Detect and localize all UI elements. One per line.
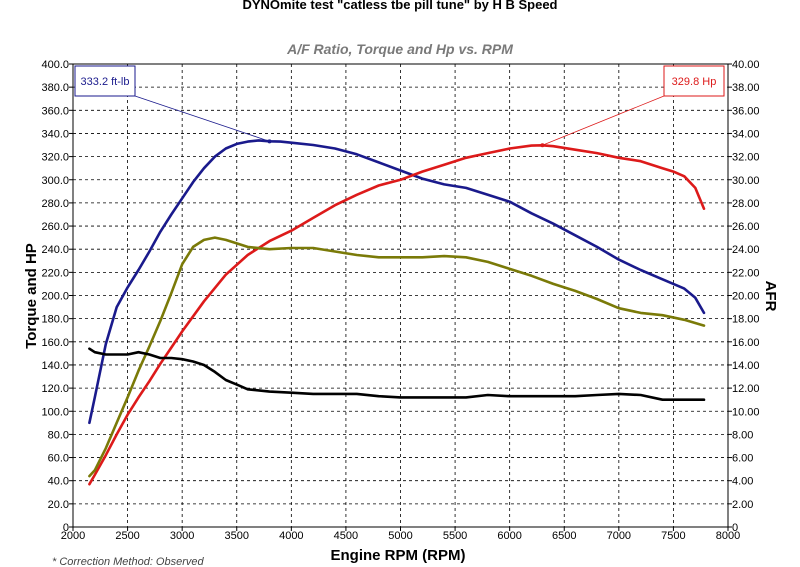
y-tick-label: 280.0 — [41, 198, 69, 210]
y2-tick-label: 16.00 — [732, 337, 760, 349]
axis-ticks: 2000 2500 3000 3500 4000 4500 5000 5500 6000 6500… — [41, 59, 759, 542]
y-tick-label: 400.0 — [41, 59, 69, 71]
y2-tick-label: 40.00 — [732, 59, 760, 71]
y-tick-label: 240.0 — [41, 244, 69, 256]
y2-tick-label: 6.00 — [732, 453, 753, 465]
annotation-label: 333.2 ft-lb — [81, 76, 130, 88]
y2-tick-label: 20.00 — [732, 291, 760, 303]
chart-subtitle: A/F Ratio, Torque and Hp vs. RPM — [286, 41, 513, 57]
y2-tick-label: 14.00 — [732, 360, 760, 372]
y2-tick-label: 8.00 — [732, 429, 753, 441]
x-tick-label: 2000 — [61, 530, 85, 542]
annotation-label: 329.8 Hp — [672, 76, 717, 88]
gridlines — [73, 64, 728, 527]
y-tick-label: 260.0 — [41, 221, 69, 233]
x-tick-label: 5500 — [443, 530, 467, 542]
y-tick-label: 120.0 — [41, 383, 69, 395]
y2-tick-label: 38.00 — [732, 82, 760, 94]
y-tick-label: 40.0 — [48, 476, 69, 488]
annotation-leader-line — [134, 95, 270, 142]
y2-tick-label: 26.00 — [732, 221, 760, 233]
y-tick-label: 180.0 — [41, 314, 69, 326]
x-tick-label: 7500 — [661, 530, 685, 542]
annotation-box — [74, 65, 136, 97]
y-tick-label: 140.0 — [41, 360, 69, 372]
y2-tick-label: 12.00 — [732, 383, 760, 395]
correction-footnote: * Correction Method: Observed — [52, 556, 205, 567]
x-tick-label: 8000 — [716, 530, 740, 542]
y-tick-label: 300.0 — [41, 175, 69, 187]
y-tick-label: 220.0 — [41, 267, 69, 279]
y2-tick-label: 10.00 — [732, 406, 760, 418]
annotation-peak-marker — [540, 143, 545, 148]
afr-series-line-olive — [88, 236, 706, 478]
y2-tick-label: 24.00 — [732, 244, 760, 256]
x-tick-label: 6000 — [497, 530, 521, 542]
y2-tick-label: 34.00 — [732, 128, 760, 140]
x-tick-label: 4500 — [334, 530, 358, 542]
x-tick-label: 6500 — [552, 530, 576, 542]
y2-tick-label: 22.00 — [732, 267, 760, 279]
y-tick-label: 20.0 — [48, 499, 69, 511]
horsepower-series-line — [88, 144, 706, 486]
series-layer — [88, 139, 706, 486]
y-tick-label: 0 — [63, 522, 69, 534]
afr-series-line-black — [88, 347, 706, 402]
x-tick-label: 7000 — [607, 530, 631, 542]
y-tick-label: 100.0 — [41, 406, 69, 418]
y-axis-label: Torque and HP — [23, 243, 40, 349]
y2-tick-label: 30.00 — [732, 175, 760, 187]
x-tick-label: 3500 — [225, 530, 249, 542]
y-tick-label: 320.0 — [41, 152, 69, 164]
x-axis-label: Engine RPM (RPM) — [331, 547, 466, 564]
y-tick-label: 60.0 — [48, 453, 69, 465]
y-tick-label: 160.0 — [41, 337, 69, 349]
y2-axis-label: AFR — [762, 281, 779, 312]
chart-title: DYNOmite test "catless tbe pill tune" by… — [242, 0, 557, 12]
y2-tick-label: 28.00 — [732, 198, 760, 210]
annotation-peak-marker — [267, 139, 272, 144]
y2-tick-label: 4.00 — [732, 476, 753, 488]
y-tick-label: 80.0 — [48, 429, 69, 441]
y-tick-label: 380.0 — [41, 82, 69, 94]
y2-tick-label: 32.00 — [732, 152, 760, 164]
x-tick-label: 2500 — [115, 530, 139, 542]
y2-tick-label: 18.00 — [732, 314, 760, 326]
y-tick-label: 200.0 — [41, 291, 69, 303]
y2-tick-label: 2.00 — [732, 499, 753, 511]
x-tick-label: 3000 — [170, 530, 194, 542]
y2-tick-label: 0 — [732, 522, 738, 534]
torque-series-line — [88, 139, 706, 425]
y-tick-label: 360.0 — [41, 105, 69, 117]
y-tick-label: 340.0 — [41, 128, 69, 140]
annotation-leader-line — [542, 95, 665, 146]
x-tick-label: 4000 — [279, 530, 303, 542]
y2-tick-label: 36.00 — [732, 105, 760, 117]
annotation-box — [663, 65, 725, 97]
x-tick-label: 5000 — [388, 530, 412, 542]
annotations: 333.2 ft-lb 329.8 Hp — [74, 65, 725, 148]
